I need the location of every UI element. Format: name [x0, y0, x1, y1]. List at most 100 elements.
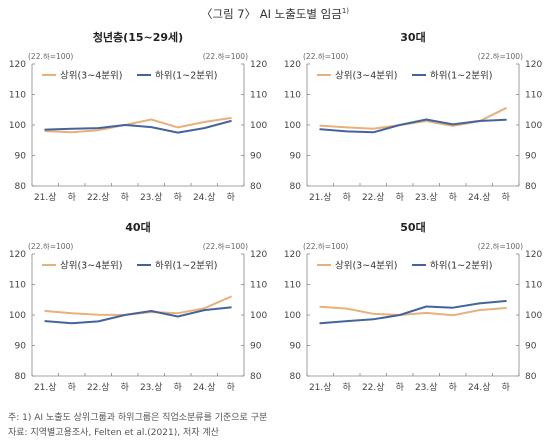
- y-tick-label-left: 80: [15, 182, 27, 192]
- y-tick-label-right: 80: [250, 372, 262, 382]
- y-tick-label-left: 80: [290, 182, 302, 192]
- series-line-lower: [44, 120, 232, 134]
- x-tick-label: 21.상: [34, 382, 57, 393]
- source-note: 자료: 지역별고용조사, Felten et al.(2021), 저자 계산: [8, 428, 219, 438]
- x-tick-label: 22.상: [87, 192, 110, 203]
- y-tick-label-left: 90: [290, 342, 302, 352]
- x-tick-label: 23.상: [140, 192, 163, 203]
- legend-label-upper: 상위(3~4분위): [60, 70, 122, 82]
- y-tick-label-right: 100: [525, 121, 542, 131]
- unit-label-right: (22.하=100): [478, 241, 523, 251]
- y-tick-label-right: 120: [250, 250, 267, 260]
- x-tick-label: 하: [396, 192, 405, 203]
- y-tick-label-left: 90: [290, 152, 302, 162]
- y-tick-label-left: 80: [290, 372, 302, 382]
- legend-label-upper: 상위(3~4분위): [335, 70, 397, 82]
- y-tick-label-left: 110: [284, 281, 301, 291]
- x-tick-label: 22.상: [362, 382, 385, 393]
- x-tick-label: 하: [227, 382, 236, 393]
- x-tick-label: 하: [396, 382, 405, 393]
- panel-title: 40대: [125, 220, 150, 234]
- unit-label-left: (22.하=100): [28, 51, 73, 61]
- y-tick-label-right: 110: [525, 91, 542, 101]
- unit-label-left: (22.하=100): [303, 51, 348, 61]
- unit-label-right: (22.하=100): [203, 51, 248, 61]
- y-tick-label-right: 90: [250, 342, 262, 352]
- unit-label-right: (22.하=100): [478, 51, 523, 61]
- panel-title: 청년층(15~29세): [93, 30, 183, 44]
- x-tick-label: 22.상: [362, 192, 385, 203]
- x-tick-label: 하: [502, 192, 511, 203]
- y-tick-label-left: 100: [284, 121, 301, 131]
- x-tick-label: 24.상: [193, 192, 216, 203]
- x-tick-label: 24.상: [193, 382, 216, 393]
- legend-label-lower: 하위(1~2분위): [155, 70, 217, 82]
- chart-panel-40s: 40대 (22.하=100) (22.하=100) 80 80 90 90 100 100 110…: [9, 220, 268, 393]
- y-tick-label-right: 80: [525, 182, 537, 192]
- chart-panel-30s: 30대 (22.하=100) (22.하=100) 80 80 90 90 100 100 110…: [284, 30, 543, 203]
- x-tick-label: 하: [449, 382, 458, 393]
- y-tick-label-left: 120: [284, 250, 301, 260]
- chart-panel-youth: 청년층(15~29세) (22.하=100) (22.하=100) 80 80 90 90 1…: [9, 30, 268, 203]
- y-tick-label-right: 100: [250, 121, 267, 131]
- panel-title: 30대: [400, 30, 425, 44]
- x-tick-label: 하: [343, 382, 352, 393]
- y-tick-label-right: 120: [525, 60, 542, 70]
- series-line-upper: [319, 305, 507, 317]
- figure-title-footnote-mark: 1): [341, 7, 350, 16]
- legend-label-upper: 상위(3~4분위): [60, 260, 122, 272]
- y-tick-label-right: 90: [525, 152, 537, 162]
- series-line-lower: [319, 300, 507, 325]
- figure-title-text: 〈그림 7〉 AI 노출도별 임금: [200, 7, 342, 21]
- y-tick-label-left: 90: [15, 342, 27, 352]
- legend-label-lower: 하위(1~2분위): [430, 260, 492, 272]
- y-tick-label-left: 100: [9, 311, 26, 321]
- y-tick-label-right: 90: [250, 152, 262, 162]
- y-tick-label-right: 120: [250, 60, 267, 70]
- y-tick-label-right: 100: [250, 311, 267, 321]
- y-tick-label-right: 110: [525, 281, 542, 291]
- series-line-lower: [44, 306, 232, 325]
- x-tick-label: 하: [343, 192, 352, 203]
- x-tick-label: 하: [502, 382, 511, 393]
- x-tick-label: 하: [174, 382, 183, 393]
- legend-label-lower: 하위(1~2분위): [155, 260, 217, 272]
- x-tick-label: 하: [121, 192, 130, 203]
- x-tick-label: 21.상: [34, 192, 57, 203]
- y-tick-label-right: 100: [525, 311, 542, 321]
- x-tick-label: 21.상: [309, 192, 332, 203]
- x-tick-label: 23.상: [415, 382, 438, 393]
- series-line-upper: [44, 117, 232, 134]
- figure-title: 〈그림 7〉 AI 노출도별 임금1): [0, 6, 550, 22]
- x-tick-label: 하: [68, 382, 77, 393]
- x-tick-label: 하: [174, 192, 183, 203]
- y-tick-label-right: 110: [250, 91, 267, 101]
- unit-label-left: (22.하=100): [303, 241, 348, 251]
- y-tick-label-right: 80: [250, 182, 262, 192]
- y-tick-label-left: 100: [9, 121, 26, 131]
- series-line-lower: [319, 118, 507, 134]
- y-tick-label-left: 120: [9, 60, 26, 70]
- y-tick-label-left: 100: [284, 311, 301, 321]
- y-tick-label-left: 120: [9, 250, 26, 260]
- chart-panel-50s: 50대 (22.하=100) (22.하=100) 80 80 90 90 100 100 110…: [284, 220, 543, 393]
- legend-label-upper: 상위(3~4분위): [335, 260, 397, 272]
- y-tick-label-right: 80: [525, 372, 537, 382]
- legend-label-lower: 하위(1~2분위): [430, 70, 492, 82]
- x-tick-label: 하: [121, 382, 130, 393]
- unit-label-left: (22.하=100): [28, 241, 73, 251]
- x-tick-label: 하: [449, 192, 458, 203]
- y-tick-label-left: 90: [15, 152, 27, 162]
- y-tick-label-left: 110: [284, 91, 301, 101]
- y-tick-label-right: 110: [250, 281, 267, 291]
- x-tick-label: 22.상: [87, 382, 110, 393]
- x-tick-label: 21.상: [309, 382, 332, 393]
- x-tick-label: 하: [227, 192, 236, 203]
- y-tick-label-left: 120: [284, 60, 301, 70]
- series-line-upper: [319, 107, 507, 130]
- unit-label-right: (22.하=100): [203, 241, 248, 251]
- x-tick-label: 24.상: [468, 192, 491, 203]
- x-tick-label: 23.상: [415, 192, 438, 203]
- y-tick-label-right: 90: [525, 342, 537, 352]
- y-tick-label-left: 110: [9, 281, 26, 291]
